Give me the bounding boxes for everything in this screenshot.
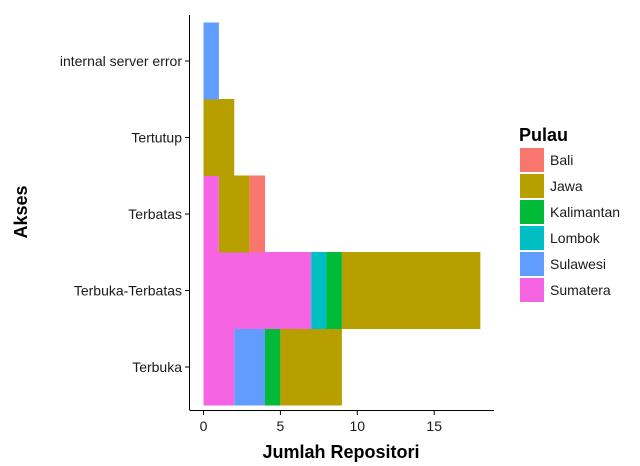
bar-internal-server-error-sulawesi: [203, 22, 219, 100]
legend-swatch-lombok: [520, 226, 544, 250]
bar-terbatas-bali: [249, 175, 266, 253]
legend-label-bali: Bali: [550, 152, 573, 168]
bar-terbatas-sumatera: [203, 175, 219, 253]
legend-swatch-bali: [520, 148, 544, 172]
y-axis-ticks: Terbuka Terbuka-Terbatas Terbatas Tertutup i…: [60, 53, 190, 375]
y-tick-label: Tertutup: [131, 130, 182, 146]
bar-terbuka-sumatera: [203, 328, 235, 406]
bar-terbuka-terbatas-sumatera: [203, 252, 312, 329]
legend-label-kalimantan: Kalimantan: [550, 204, 620, 220]
bar-terbuka-terbatas-lombok: [311, 252, 327, 329]
bar-terbuka-terbatas-jawa: [341, 252, 481, 329]
x-tick-label: 5: [277, 418, 285, 434]
legend-label-lombok: Lombok: [550, 230, 601, 246]
legend: Pulau Bali Jawa Kalimantan Lombok Sulawesi Su…: [519, 125, 620, 302]
x-tick-label: 0: [200, 418, 208, 434]
y-tick-label: Terbuka-Terbatas: [74, 283, 182, 299]
plot-area: Terbuka Terbuka-Terbatas Terbatas Tertutup i…: [60, 15, 494, 434]
x-tick-label: 15: [426, 418, 442, 434]
legend-label-sulawesi: Sulawesi: [550, 256, 606, 272]
legend-label-sumatera: Sumatera: [550, 282, 611, 298]
bar-terbuka-kalimantan: [265, 328, 281, 406]
bars: [203, 22, 481, 406]
x-tick-label: 10: [350, 418, 366, 434]
y-tick-label: internal server error: [60, 53, 182, 69]
y-tick-label: Terbuka: [132, 359, 182, 375]
x-axis-title: Jumlah Repositori: [262, 442, 419, 462]
y-tick-label: Terbatas: [128, 206, 182, 222]
bar-terbuka-sulawesi: [234, 328, 266, 406]
legend-title: Pulau: [519, 125, 568, 145]
bar-terbuka-terbatas-kalimantan: [326, 252, 342, 329]
legend-swatch-jawa: [520, 174, 544, 198]
legend-swatch-sumatera: [520, 278, 544, 302]
bar-tertutup-jawa: [203, 99, 235, 176]
legend-swatch-sulawesi: [520, 252, 544, 276]
x-axis-ticks: 0 5 10 15: [200, 410, 442, 434]
bar-terbatas-jawa: [218, 175, 250, 253]
y-axis-title: Akses: [11, 185, 31, 238]
bar-terbuka-jawa: [280, 328, 342, 406]
legend-swatch-kalimantan: [520, 200, 544, 224]
legend-label-jawa: Jawa: [550, 178, 583, 194]
